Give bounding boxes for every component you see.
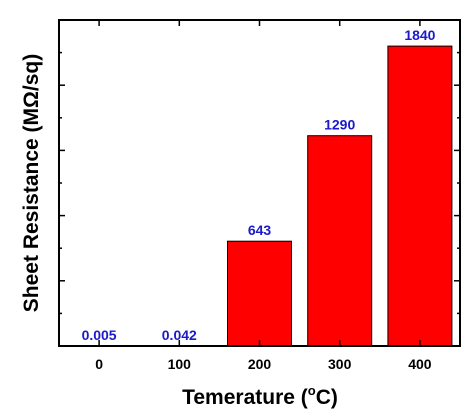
x-tick-label-100: 100 xyxy=(168,356,192,372)
x-tick-label-200: 200 xyxy=(248,356,272,372)
x-axis-title-unit: C) xyxy=(316,386,338,409)
bar-400 xyxy=(387,45,453,347)
data-label-300: 1290 xyxy=(324,117,355,133)
bars-group xyxy=(227,45,453,347)
x-tick-label-0: 0 xyxy=(95,356,103,372)
data-label-200: 643 xyxy=(248,222,272,238)
x-axis-title-degree: o xyxy=(308,383,316,398)
plot-frame xyxy=(58,19,461,347)
data-label-400: 1840 xyxy=(404,27,435,43)
data-label-100: 0.042 xyxy=(162,327,197,343)
x-tick-label-300: 300 xyxy=(328,356,352,372)
data-label-0: 0.005 xyxy=(82,327,117,343)
x-tick-label-400: 400 xyxy=(408,356,432,372)
bar-200 xyxy=(227,240,292,347)
x-axis-title: Temerature (oC) xyxy=(182,383,338,409)
bar-300 xyxy=(307,135,373,347)
y-axis-title: Sheet Resistance (MΩ/sq) xyxy=(20,54,43,312)
x-axis-title-main: Temerature ( xyxy=(182,386,308,409)
data-labels-group: 0.005 0.042 643 1290 1840 xyxy=(82,27,436,343)
